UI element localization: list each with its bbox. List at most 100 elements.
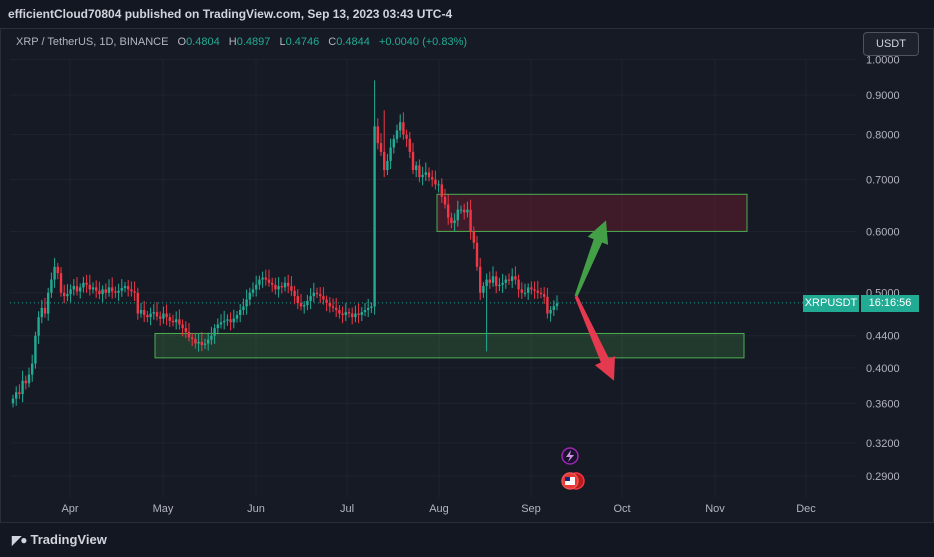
candle — [395, 130, 399, 139]
candle — [335, 307, 338, 310]
candle — [130, 289, 133, 292]
candle — [15, 392, 18, 399]
tradingview-logo[interactable]: ◤● TradingView — [12, 532, 107, 547]
close-value: 0.4844 — [336, 36, 370, 48]
candle — [546, 296, 549, 314]
candle — [402, 122, 405, 135]
candle — [440, 184, 443, 197]
ohlc-legend: XRP / TetherUS, 1D, BINANCE O0.4804 H0.4… — [16, 36, 467, 48]
symbol-price-badge: XRPUSDT — [803, 294, 859, 312]
candle — [549, 309, 552, 314]
resistance-zone[interactable] — [436, 193, 748, 232]
currency-button[interactable]: USDT — [863, 32, 919, 56]
candle — [120, 288, 123, 291]
candle — [415, 165, 418, 171]
candle — [197, 341, 200, 344]
candle — [386, 160, 389, 171]
candle — [143, 309, 146, 315]
candle — [363, 309, 367, 313]
y-tick-label: 0.8000 — [866, 130, 900, 142]
candle — [59, 273, 63, 293]
low-label: L — [279, 36, 286, 48]
x-tick-label: Dec — [796, 503, 816, 515]
candle — [530, 287, 533, 290]
candle — [155, 312, 159, 317]
candle — [303, 305, 306, 307]
chart-frame[interactable] — [0, 28, 934, 523]
candle — [389, 147, 392, 161]
projection-arrows — [574, 220, 615, 381]
arrow-down-icon[interactable] — [574, 295, 615, 381]
candle — [223, 320, 226, 323]
candle — [498, 284, 501, 287]
candle — [475, 242, 479, 267]
candle — [210, 335, 213, 340]
y-tick-label: 0.7000 — [866, 175, 900, 187]
candle — [456, 209, 459, 221]
candle — [319, 294, 322, 297]
candle — [347, 312, 351, 314]
lightning-glyph — [566, 450, 574, 462]
candle — [168, 317, 171, 321]
y-tick-label: 0.3600 — [866, 398, 900, 410]
candle — [261, 277, 264, 280]
candle — [139, 309, 143, 314]
candle — [306, 300, 309, 306]
candle — [383, 151, 386, 171]
candle — [43, 307, 47, 314]
candle — [331, 306, 335, 308]
candle — [274, 284, 277, 290]
candle — [485, 279, 488, 287]
candle — [466, 209, 469, 213]
candle — [82, 282, 85, 288]
candle — [287, 282, 290, 287]
candle — [162, 313, 165, 319]
support-zone[interactable] — [154, 332, 745, 359]
candle — [242, 306, 245, 310]
tradingview-logo-icon: ◤● — [12, 533, 28, 547]
x-tick-label: Apr — [61, 503, 78, 515]
candle — [207, 339, 210, 344]
y-tick-label: 0.4400 — [866, 331, 900, 343]
candle — [418, 165, 421, 178]
candle — [315, 292, 319, 295]
candle — [53, 266, 56, 280]
candle — [424, 172, 427, 175]
footer — [0, 523, 934, 557]
arrow-up-icon[interactable] — [574, 220, 609, 297]
candle — [379, 143, 383, 152]
time-axis[interactable]: Apr May Jun Jul Aug Sep Oct Nov Dec — [61, 503, 816, 515]
high-value: 0.4897 — [236, 36, 271, 48]
event-icons[interactable] — [561, 447, 585, 490]
candle — [367, 307, 370, 310]
candle — [187, 331, 191, 338]
price-chart[interactable]: 1.00000.90000.80000.70000.60000.50000.44… — [0, 0, 934, 523]
candle — [200, 341, 203, 346]
candle — [351, 313, 354, 318]
candle — [459, 209, 463, 211]
candle — [376, 126, 379, 144]
candle — [283, 282, 287, 288]
countdown-badge: 16:16:56 — [861, 294, 919, 312]
open-value: 0.4804 — [186, 36, 220, 48]
candle — [267, 279, 271, 283]
candle — [488, 279, 491, 283]
price-axis[interactable]: 1.00000.90000.80000.70000.60000.50000.44… — [866, 55, 900, 483]
candle — [133, 291, 136, 293]
zones — [154, 193, 748, 359]
candle — [434, 179, 437, 185]
candle — [245, 299, 248, 307]
y-tick-label: 1.0000 — [866, 55, 900, 67]
candle — [239, 309, 242, 315]
candle — [149, 313, 152, 318]
symbol-title[interactable]: XRP / TetherUS, 1D, BINANCE — [16, 36, 169, 48]
candle — [159, 316, 162, 319]
candle — [79, 287, 82, 292]
candle — [322, 296, 325, 300]
candle — [146, 314, 149, 318]
candle — [47, 292, 50, 314]
x-tick-label: Jul — [340, 503, 354, 515]
y-tick-label: 0.4000 — [866, 363, 900, 375]
candle — [443, 196, 447, 205]
candle — [299, 302, 303, 307]
